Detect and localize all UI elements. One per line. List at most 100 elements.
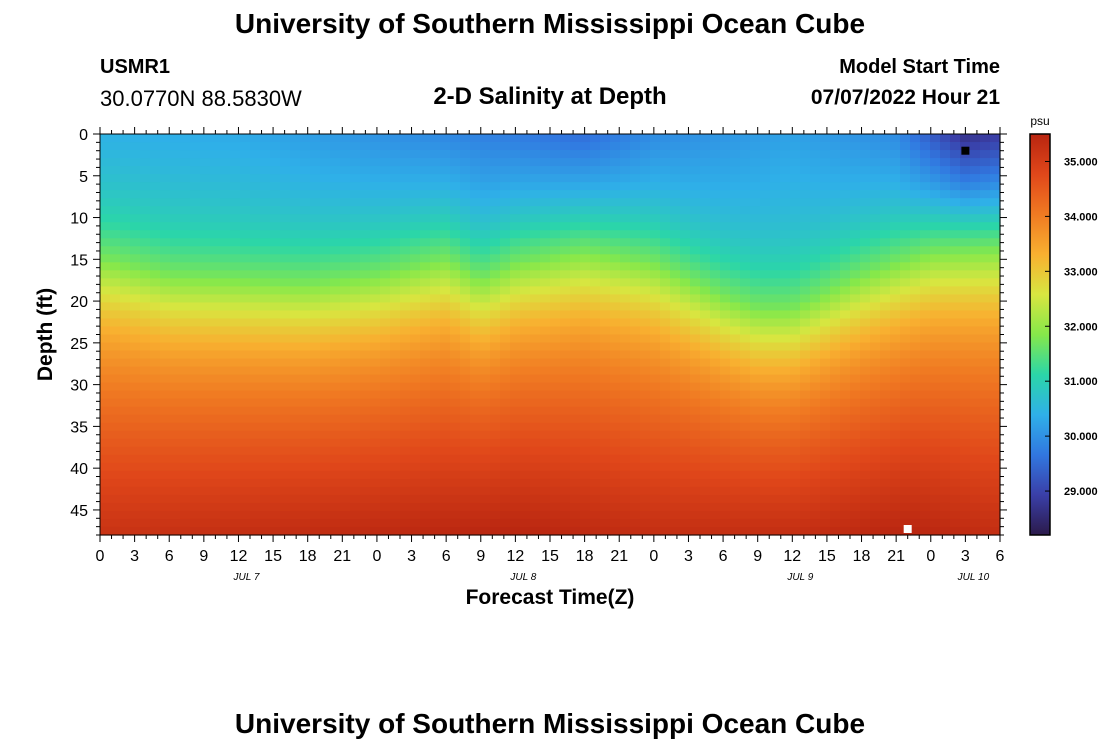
heatmap-cell [570, 262, 581, 271]
heatmap-cell [770, 486, 781, 496]
heatmap-cell [610, 438, 621, 448]
heatmap-cell [730, 366, 741, 376]
heatmap-cell [420, 182, 431, 191]
heatmap-cell [470, 414, 481, 424]
heatmap-cell [900, 454, 911, 464]
heatmap-cell [620, 358, 631, 368]
heatmap-cell [910, 502, 921, 512]
heatmap-cell [350, 174, 361, 183]
heatmap-cell [330, 326, 341, 336]
heatmap-cell [760, 462, 771, 472]
heatmap-cell [910, 414, 921, 424]
heatmap-cell [920, 334, 931, 344]
heatmap-cell [250, 414, 261, 424]
heatmap-cell [990, 334, 1001, 344]
heatmap-cell [400, 358, 411, 368]
heatmap-cell [800, 478, 811, 488]
heatmap-cell [870, 342, 881, 352]
heatmap-cell [270, 270, 281, 279]
y-tick-label: 35 [70, 419, 88, 436]
heatmap-cell [250, 246, 261, 255]
heatmap-cell [350, 454, 361, 464]
heatmap-cell [440, 398, 451, 408]
heatmap-cell [960, 238, 971, 247]
heatmap-cell [150, 430, 161, 440]
y-tick-label: 15 [70, 252, 88, 269]
heatmap-cell [400, 422, 411, 432]
heatmap-cell [370, 174, 381, 183]
heatmap-cell [880, 134, 891, 143]
heatmap-cell [380, 142, 391, 151]
heatmap-cell [120, 182, 131, 191]
heatmap-cell [950, 406, 961, 416]
heatmap-cell [860, 502, 871, 512]
heatmap-cell [180, 486, 191, 496]
heatmap-cell [220, 238, 231, 247]
heatmap-cell [230, 326, 241, 336]
heatmap-cell [730, 502, 741, 512]
heatmap-cell [610, 414, 621, 424]
heatmap-cell [170, 526, 181, 536]
heatmap-cell [140, 318, 151, 328]
heatmap-cell [790, 318, 801, 328]
heatmap-cell [160, 334, 171, 344]
heatmap-cell [470, 454, 481, 464]
heatmap-cell [300, 398, 311, 408]
heatmap-cell [100, 286, 111, 295]
heatmap-cell [610, 398, 621, 408]
heatmap-cell [950, 270, 961, 279]
heatmap-cell [290, 350, 301, 360]
heatmap-cell [910, 358, 921, 368]
heatmap-cell [140, 230, 151, 239]
heatmap-cell [240, 430, 251, 440]
heatmap-cell [480, 422, 491, 432]
heatmap-cell [470, 430, 481, 440]
heatmap-cell [480, 206, 491, 215]
heatmap-cell [870, 214, 881, 223]
heatmap-cell [540, 214, 551, 223]
heatmap-cell [190, 206, 201, 215]
heatmap-cell [760, 254, 771, 263]
heatmap-cell [420, 150, 431, 159]
heatmap-cell [570, 286, 581, 295]
heatmap-cell [480, 406, 491, 416]
heatmap-cell [990, 326, 1001, 336]
heatmap-cell [690, 318, 701, 328]
heatmap-cell [750, 374, 761, 384]
heatmap-cell [950, 342, 961, 352]
heatmap-cell [150, 342, 161, 352]
heatmap-cell [380, 494, 391, 504]
heatmap-cell [340, 318, 351, 328]
heatmap-cell [600, 326, 611, 336]
heatmap-cell [440, 526, 451, 536]
heatmap-cell [970, 254, 981, 263]
heatmap-cell [150, 134, 161, 143]
heatmap-cell [110, 246, 121, 255]
heatmap-cell [780, 398, 791, 408]
heatmap-cell [910, 278, 921, 287]
heatmap-cell [810, 510, 821, 520]
heatmap-cell [750, 158, 761, 167]
heatmap-cell [470, 230, 481, 239]
heatmap-cell [390, 150, 401, 159]
heatmap-cell [390, 470, 401, 480]
heatmap-cell [230, 198, 241, 207]
heatmap-cell [760, 526, 771, 536]
heatmap-cell [370, 382, 381, 392]
heatmap-cell [260, 406, 271, 416]
heatmap-cell [580, 198, 591, 207]
heatmap-cell [230, 398, 241, 408]
heatmap-cell [280, 422, 291, 432]
heatmap-cell [510, 438, 521, 448]
heatmap-cell [630, 406, 641, 416]
heatmap-cell [820, 190, 831, 199]
heatmap-cell [210, 310, 221, 320]
heatmap-cell [730, 230, 741, 239]
heatmap-cell [560, 422, 571, 432]
heatmap-cell [770, 134, 781, 143]
heatmap-cell [130, 414, 141, 424]
heatmap-cell [310, 206, 321, 215]
heatmap-cell [720, 526, 731, 536]
heatmap-cell [120, 238, 131, 247]
heatmap-cell [810, 238, 821, 247]
